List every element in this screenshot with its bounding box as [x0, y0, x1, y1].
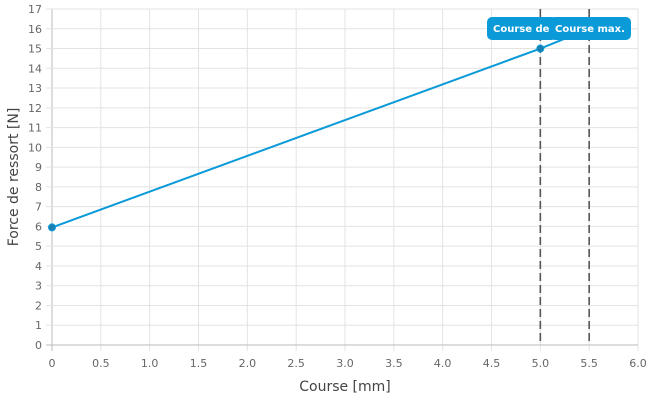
- y-tick-label: 10: [28, 141, 42, 154]
- y-tick-label: 2: [35, 299, 42, 312]
- x-tick-label: 3.5: [385, 357, 403, 370]
- x-tick-label: 4.5: [483, 357, 501, 370]
- y-tick-label: 5: [35, 240, 42, 253]
- y-tick-label: 6: [35, 220, 42, 233]
- y-tick-label: 7: [35, 201, 42, 214]
- y-tick-label: 13: [28, 82, 42, 95]
- y-tick-label: 8: [35, 181, 42, 194]
- y-tick-label: 0: [35, 339, 42, 352]
- y-tick-label: 16: [28, 23, 42, 36]
- x-tick-label: 4.0: [434, 357, 452, 370]
- x-tick-label: 3.0: [336, 357, 354, 370]
- x-axis-label: Course [mm]: [299, 379, 391, 395]
- y-tick-label: 14: [28, 62, 42, 75]
- x-tick-label: 1.0: [141, 357, 159, 370]
- x-tick-label: 2.0: [239, 357, 257, 370]
- annotation-label: Course de: [493, 24, 550, 35]
- y-tick-label: 1: [35, 319, 42, 332]
- x-tick-label: 6.0: [629, 357, 647, 370]
- y-tick-label: 9: [35, 161, 42, 174]
- annotation-label: Course max.: [555, 24, 625, 35]
- x-tick-label: 1.5: [190, 357, 208, 370]
- x-tick-label: 0: [49, 357, 56, 370]
- y-tick-label: 11: [28, 122, 42, 135]
- y-tick-label: 12: [28, 102, 42, 115]
- y-tick-label: 4: [35, 260, 42, 273]
- x-tick-label: 0.5: [92, 357, 110, 370]
- annotation-label-box: [550, 17, 631, 40]
- y-tick-label: 17: [28, 3, 42, 16]
- data-point: [48, 223, 56, 232]
- x-tick-label: 5.5: [580, 357, 598, 370]
- y-tick-label: 3: [35, 280, 42, 293]
- data-point: [536, 44, 545, 53]
- x-tick-label: 5.0: [532, 357, 550, 370]
- y-axis-label: Force de ressort [N]: [6, 108, 22, 247]
- x-tick-label: 2.5: [287, 357, 305, 370]
- y-tick-label: 15: [28, 43, 42, 56]
- annotation-label-box: [487, 17, 557, 40]
